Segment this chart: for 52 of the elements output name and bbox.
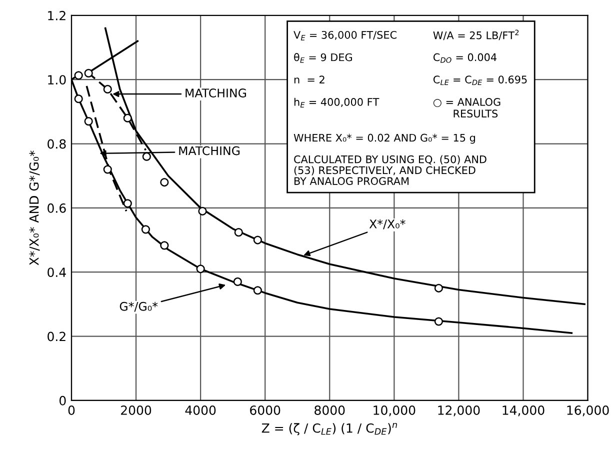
point <box>123 114 132 122</box>
annotation: ○ = ANALOG RESULTS <box>433 98 500 118</box>
point <box>196 264 205 274</box>
y-tick-label: 0.6 <box>48 203 66 213</box>
x-tick-label: 8000 <box>314 406 345 415</box>
point <box>142 152 151 161</box>
point <box>84 68 93 78</box>
point <box>84 117 93 126</box>
x-tick-label: 0 <box>68 406 75 415</box>
point <box>74 71 83 80</box>
annotation: V$_{E}$ = 36,000 FT/SEC <box>294 30 396 40</box>
annotation: MATCHING <box>186 88 246 98</box>
x-tick-label: 12,000 <box>438 406 480 416</box>
point <box>74 94 83 104</box>
point <box>434 284 443 292</box>
point <box>160 178 169 187</box>
y-tick-label: 0.4 <box>48 268 66 278</box>
x-tick-label: 6000 <box>250 406 280 415</box>
point <box>103 84 112 94</box>
annotation: X*/X₀* <box>369 219 406 230</box>
annotation: MATCHING <box>179 146 240 156</box>
y-tick-label: 0 <box>59 396 66 406</box>
point <box>198 206 207 216</box>
annotation: G*/G₀* <box>120 302 158 312</box>
annotation: C$_{LE}$ = C$_{DE}$ = 0.695 <box>433 76 527 86</box>
annotation: C$_{DO}$ = 0.004 <box>433 53 496 63</box>
x-tick-label: 10,000 <box>374 406 416 416</box>
y-tick-label: 0.2 <box>48 332 66 342</box>
point <box>160 241 169 250</box>
x-tick-label: 4000 <box>185 406 216 415</box>
point <box>103 165 112 174</box>
annotation: n = 2 <box>294 76 324 84</box>
y-tick-label: 1.0 <box>48 75 66 85</box>
point <box>141 225 150 234</box>
x-tick-label: 2000 <box>121 406 152 415</box>
annotation: h$_{E}$ = 400,000 FT <box>294 98 380 108</box>
annotation: WHERE X₀* = 0.02 AND G₀* = 15 g <box>294 134 475 144</box>
point <box>234 228 243 237</box>
annotation: W/A = 25 LB/FT$^{2}$ <box>433 30 519 40</box>
x-tick-label: 14,000 <box>502 406 544 416</box>
y-axis-title: X*/X₀* AND G*/G₀* <box>29 150 40 266</box>
point <box>123 199 132 208</box>
x-axis-title: Z = (ζ / C$_{LE}$) (1 / C$_{DE}$)$^{n}$ <box>262 422 397 436</box>
point <box>253 286 262 295</box>
y-tick-label: 0.8 <box>48 139 66 149</box>
annotation: θ$_{E}$ = 9 DEG <box>294 53 352 63</box>
annotation: CALCULATED BY USING EQ. (50) AND (53) RESPECTIVELY, AND CHECKED BY ANALOG PROGRAM <box>294 155 486 185</box>
point <box>434 317 443 326</box>
x-tick-label: 16,000 <box>567 406 609 416</box>
point <box>253 236 262 244</box>
point <box>233 277 242 286</box>
y-tick-label: 1.2 <box>48 10 66 20</box>
